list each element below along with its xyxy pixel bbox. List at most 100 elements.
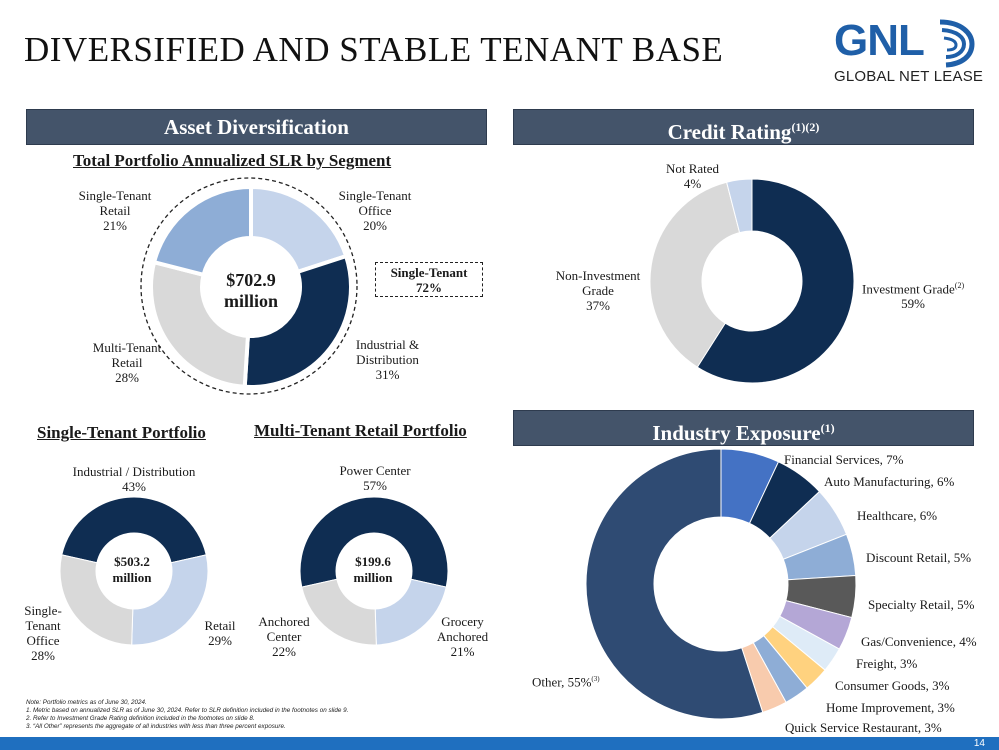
label-value: 31% xyxy=(375,367,400,382)
label-line: Office xyxy=(26,633,60,648)
segment-slice-multi-tenant-retail xyxy=(149,259,251,389)
footnote: 3. “All Other” represents the aggregate … xyxy=(26,723,286,730)
label-industrial-distribution-st: Industrial / Distribution 43% xyxy=(54,464,214,494)
label-other: Other, 55%(3) xyxy=(532,672,600,689)
label-value: 20% xyxy=(363,218,387,233)
multi-center-value: $199.6 xyxy=(355,554,391,569)
single-slice-industrial-distribution xyxy=(61,496,207,564)
label-value: 59% xyxy=(901,296,925,312)
section-credit-rating: Credit Rating(1)(2) xyxy=(513,109,974,145)
single-tenant-center-label: $503.2 million xyxy=(94,554,170,586)
single-slice-retail xyxy=(131,554,209,646)
label-line: Grocery xyxy=(441,614,484,629)
label-line: Distribution xyxy=(356,352,419,367)
logo-swirl-icon xyxy=(939,19,975,68)
segment-center-label: $702.9 million xyxy=(204,270,298,312)
multi-slice-power-center xyxy=(299,496,449,588)
label-value: 43% xyxy=(122,479,146,494)
label-other-text: Other, 55% xyxy=(532,674,592,690)
label-single-tenant-office-st: Single- Tenant Office 28% xyxy=(14,603,72,663)
label-anchored-center: Anchored Center 22% xyxy=(250,614,318,659)
label-home-improvement: Home Improvement, 3% xyxy=(826,700,955,715)
section-credit-sup: (1)(2) xyxy=(791,120,820,134)
single-tenant-chart xyxy=(59,496,209,646)
segment-slice-industrial-distribution xyxy=(242,253,353,389)
label-other-sup: (3) xyxy=(591,675,600,683)
footer-bar: 14 xyxy=(0,737,999,750)
page-number: 14 xyxy=(973,738,985,749)
segment-slice-single-tenant-office xyxy=(249,184,349,275)
label-line: Retail xyxy=(204,618,236,633)
label-investment-grade: Investment Grade(2) 59% xyxy=(862,278,964,311)
single-tenant-callout: Single-Tenant 72% xyxy=(375,262,483,297)
label-line: Tenant xyxy=(25,618,61,633)
credit-slice-investment-grade xyxy=(696,178,855,384)
label-line: Retail xyxy=(111,355,143,370)
label-consumer-goods: Consumer Goods, 3% xyxy=(835,678,950,693)
footnote: Note: Portfolio metrics as of June 30, 2… xyxy=(26,699,147,706)
label-power-center: Power Center 57% xyxy=(315,463,435,493)
label-line: Industrial & xyxy=(355,337,420,352)
multi-tenant-chart-title: Multi-Tenant Retail Portfolio xyxy=(254,421,467,440)
label-value: 29% xyxy=(208,633,232,648)
section-asset-diversification: Asset Diversification xyxy=(26,109,487,145)
segment-dashed-outline xyxy=(140,177,358,395)
label-industrial-distribution: Industrial & Distribution 31% xyxy=(340,337,435,382)
label-line: Grade xyxy=(582,283,614,298)
label-multi-tenant-retail: Multi-Tenant Retail 28% xyxy=(72,340,182,385)
label-line: Single- xyxy=(24,603,62,618)
page-title: DIVERSIFIED AND STABLE TENANT BASE xyxy=(24,30,724,69)
label-gas-convenience: Gas/Convenience, 4% xyxy=(861,634,977,649)
section-asset-label: Asset Diversification xyxy=(164,115,349,139)
label-line: Non-Investment xyxy=(555,268,641,283)
label-not-rated: Not Rated 4% xyxy=(650,161,735,191)
single-center-unit: million xyxy=(112,570,152,585)
section-industry-exposure: Industry Exposure(1) xyxy=(513,410,974,446)
label-line: Single-Tenant xyxy=(338,188,412,203)
label-line: Power Center xyxy=(339,463,411,478)
segment-slice-single-tenant-retail xyxy=(151,184,253,278)
callout-line1: Single-Tenant xyxy=(390,265,468,280)
logo-text: GNL xyxy=(834,16,925,65)
label-quick-service-restaurant: Quick Service Restaurant, 3% xyxy=(785,720,942,735)
footnotes: Note: Portfolio metrics as of June 30, 2… xyxy=(26,699,348,731)
label-value: 4% xyxy=(683,176,702,191)
label-value: 28% xyxy=(31,648,55,663)
label-line: Anchored xyxy=(436,629,489,644)
segment-chart-title: Total Portfolio Annualized SLR by Segmen… xyxy=(73,151,392,170)
segment-center-unit: million xyxy=(223,291,278,311)
multi-tenant-center-label: $199.6 million xyxy=(335,554,411,586)
footnote: 1. Metric based on annualized SLR as of … xyxy=(26,707,349,714)
industry-chart xyxy=(585,448,857,720)
label-line: Office xyxy=(358,203,392,218)
single-center-value: $503.2 xyxy=(114,554,150,569)
label-value: 21% xyxy=(103,218,127,233)
logo-subtitle: GLOBAL NET LEASE xyxy=(834,68,984,85)
label-auto-manufacturing: Auto Manufacturing, 6% xyxy=(824,474,955,489)
label-line: Multi-Tenant xyxy=(92,340,162,355)
single-slice-single-tenant-office xyxy=(59,554,134,646)
label-line: Retail xyxy=(99,203,131,218)
label-value: 28% xyxy=(115,370,139,385)
label-single-tenant-retail: Single-Tenant Retail 21% xyxy=(60,188,170,233)
label-discount-retail: Discount Retail, 5% xyxy=(866,550,972,565)
label-line: Center xyxy=(266,629,302,644)
callout-line2: 72% xyxy=(416,280,442,295)
industry-slice-other-55 xyxy=(585,448,764,720)
label-freight: Freight, 3% xyxy=(856,656,918,671)
credit-slice-non-investment-grade xyxy=(649,181,741,368)
footnote: 2. Refer to Investment Grade Rating defi… xyxy=(26,715,255,722)
section-industry-sup: (1) xyxy=(820,421,835,435)
label-healthcare: Healthcare, 6% xyxy=(857,508,938,523)
label-value: 37% xyxy=(586,298,610,313)
gnl-logo: GNL GLOBAL NET LEASE xyxy=(832,16,984,86)
multi-center-unit: million xyxy=(353,570,393,585)
label-line: Anchored xyxy=(258,614,310,629)
label-line: Investment Grade xyxy=(862,281,955,297)
label-specialty-retail: Specialty Retail, 5% xyxy=(868,597,975,612)
section-industry-label: Industry Exposure xyxy=(652,421,821,445)
label-non-investment-grade: Non-Investment Grade 37% xyxy=(538,268,658,313)
label-value: 22% xyxy=(272,644,296,659)
credit-chart xyxy=(649,178,855,384)
